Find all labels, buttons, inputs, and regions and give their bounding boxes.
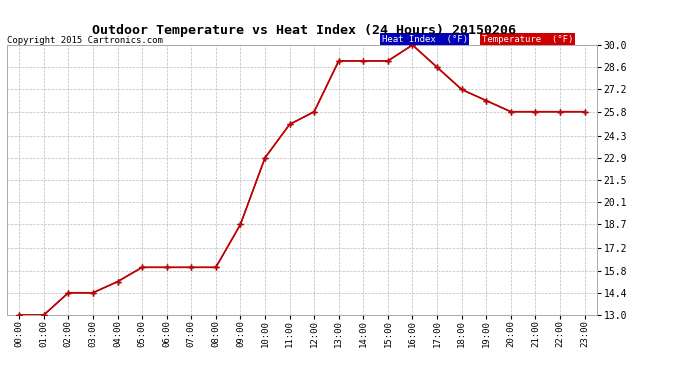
Text: Heat Index  (°F): Heat Index (°F)	[382, 34, 468, 44]
Text: Outdoor Temperature vs Heat Index (24 Hours) 20150206: Outdoor Temperature vs Heat Index (24 Ho…	[92, 24, 515, 38]
Text: Copyright 2015 Cartronics.com: Copyright 2015 Cartronics.com	[7, 36, 163, 45]
Text: Temperature  (°F): Temperature (°F)	[482, 34, 573, 44]
